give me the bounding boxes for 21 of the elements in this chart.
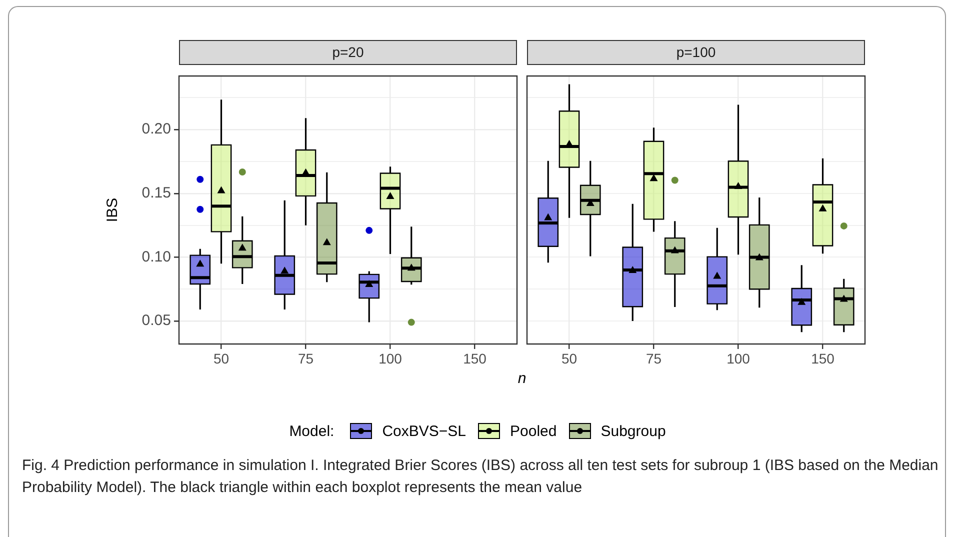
- x-tick-label: 50: [213, 350, 230, 366]
- chart-title: p=20: [179, 40, 517, 65]
- x-tick-label: 150: [463, 350, 487, 366]
- x-tick-label: 75: [298, 350, 314, 366]
- legend-label: Subgroup: [600, 422, 666, 440]
- y-tick-label: 0.05: [142, 312, 171, 330]
- legend-label: Pooled: [510, 422, 557, 440]
- x-axis-title: n: [516, 370, 528, 387]
- legend-title: Model:: [289, 422, 334, 440]
- x-tick-label: 100: [726, 350, 750, 366]
- y-tick-label: 0.10: [142, 248, 171, 266]
- x-tick-label: 150: [811, 350, 835, 366]
- chart-title: p=100: [527, 40, 865, 65]
- x-tick-label: 75: [646, 350, 662, 366]
- y-tick-label: 0.20: [142, 120, 171, 138]
- x-tick-label: 100: [378, 350, 402, 366]
- y-axis-title: IBS: [104, 198, 122, 222]
- y-tick-label: 0.15: [142, 184, 171, 202]
- caption: Fig. 4 Prediction performance in simulation I. Integrated Brier Scores (IBS) across all ten test sets for subroup 1 (IBS based on the Median Probability Model). The black triangle within each boxplot represents the mean value: [22, 456, 940, 498]
- legend-label: CoxBVS−SL: [382, 422, 466, 440]
- x-tick-label: 50: [561, 350, 578, 366]
